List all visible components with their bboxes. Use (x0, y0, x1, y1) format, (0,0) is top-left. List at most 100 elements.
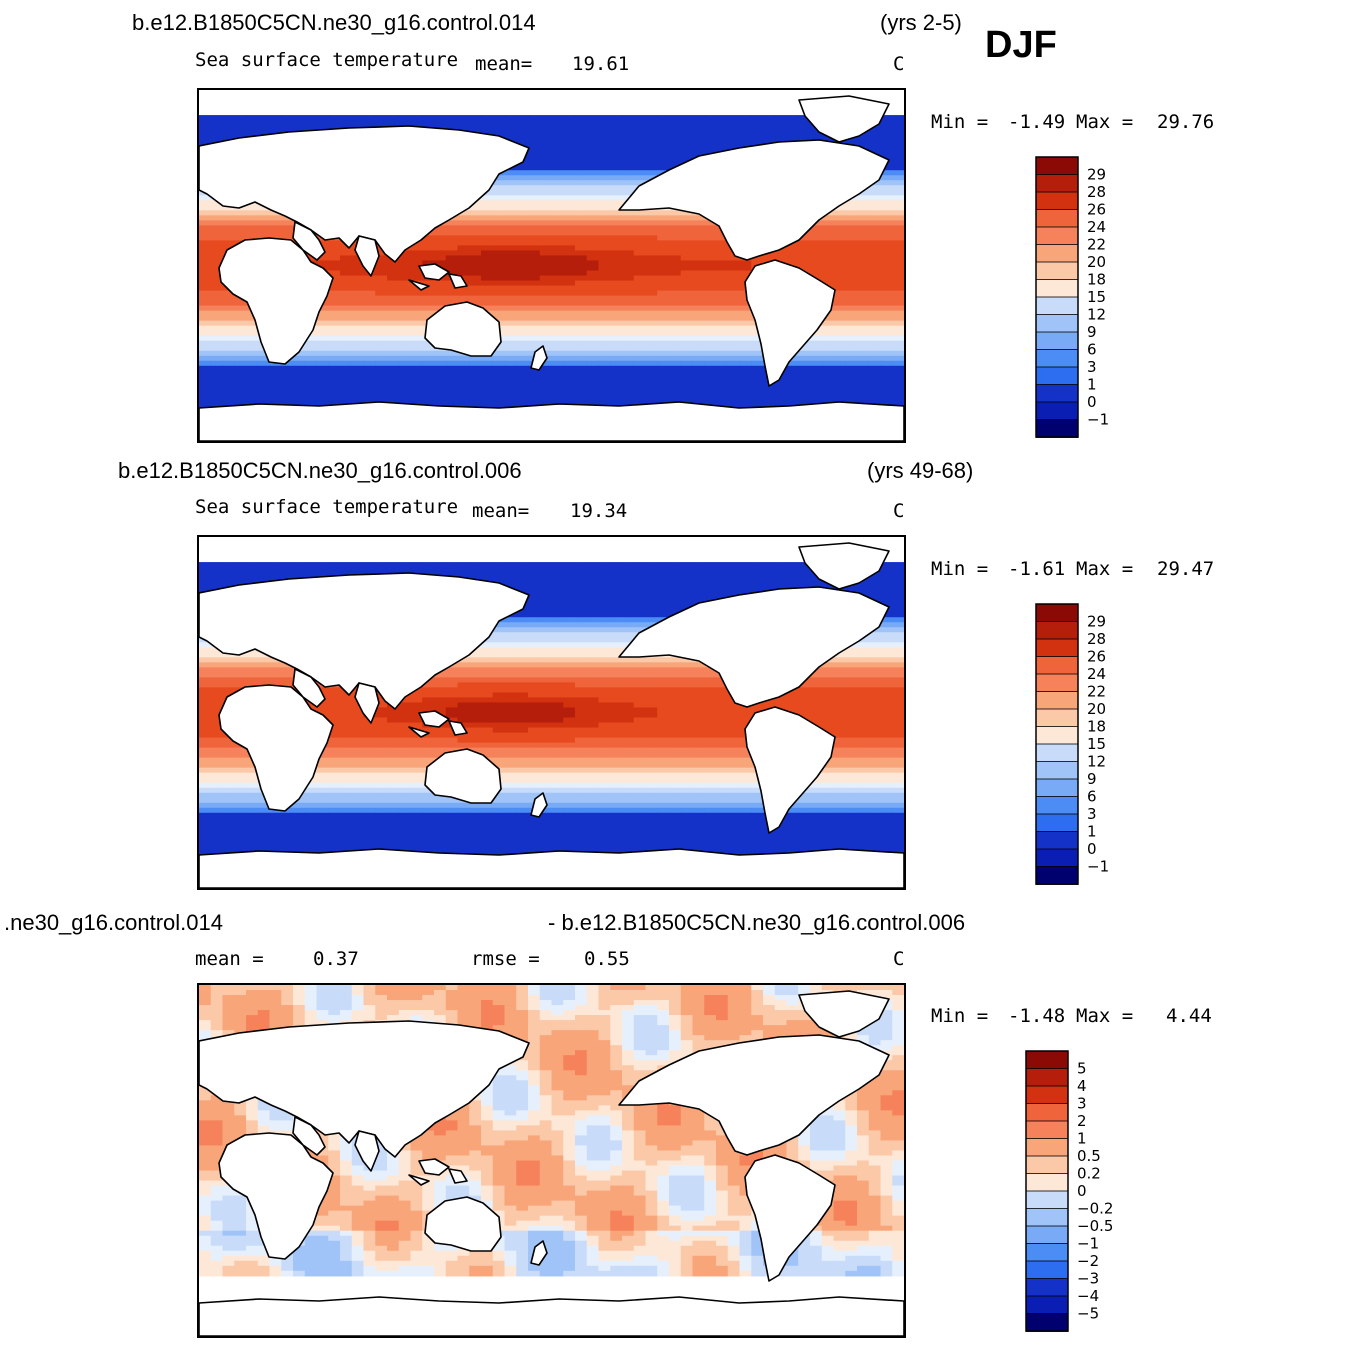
panel3-mean-value: 0.37 (313, 948, 359, 970)
panel1-mean-value: 19.61 (572, 53, 630, 75)
colorbar-tick-label: −1 (1087, 411, 1109, 429)
colorbar-tick-label: 3 (1077, 1095, 1087, 1113)
colorbar-tick-label: −1 (1087, 858, 1109, 876)
colorbar-swatch (1035, 761, 1079, 780)
colorbar-swatch (1035, 708, 1079, 728)
continent-outlines (199, 95, 904, 441)
panel1-colorbar: 29 28 26 24 22 20 18 15 12 9 6 3 1 0 −1 (1035, 156, 1145, 439)
colorbar-tick-label: 20 (1087, 700, 1106, 718)
colorbar-tick-label: 12 (1087, 753, 1106, 771)
panel2-map (197, 535, 906, 890)
panel2-min-label: Min = (931, 558, 989, 580)
panel1-units: C (893, 53, 905, 75)
colorbar-swatch (1035, 209, 1079, 228)
colorbar-tick-label: 1 (1077, 1130, 1087, 1148)
colorbar-tick-label: 22 (1087, 683, 1106, 701)
colorbar-tick-label: 24 (1087, 218, 1106, 236)
colorbar-swatch (1035, 778, 1079, 798)
colorbar-swatch (1035, 296, 1079, 316)
colorbar-tick-label: 1 (1087, 823, 1097, 841)
colorbar-swatch (1025, 1085, 1069, 1105)
colorbar-tick-label: 20 (1087, 253, 1106, 271)
panel1-years: (yrs 2-5) (880, 10, 962, 35)
colorbar-swatch (1035, 419, 1079, 438)
colorbar-tick-label: 12 (1087, 306, 1106, 324)
panel3-max-label: Max = (1076, 1005, 1134, 1027)
colorbar-swatch (1035, 244, 1079, 263)
colorbar-tick-label: 15 (1087, 288, 1106, 306)
panel1-variable: Sea surface temperature (195, 49, 459, 71)
panel2-mean-value: 19.34 (570, 500, 628, 522)
colorbar-swatch (1035, 366, 1079, 386)
colorbar-tick-label: 28 (1087, 183, 1106, 201)
panel2-units: C (893, 500, 905, 522)
colorbar-swatch (1035, 656, 1079, 675)
colorbar-tick-label: 15 (1087, 735, 1106, 753)
colorbar-tick-label: 0 (1077, 1182, 1087, 1200)
colorbar-tick-label: 24 (1087, 665, 1106, 683)
colorbar-swatch (1025, 1208, 1069, 1227)
colorbar-tick-label: 0 (1087, 840, 1097, 858)
colorbar-tick-label: 1 (1087, 376, 1097, 394)
colorbar-tick-label: 29 (1087, 613, 1106, 631)
colorbar-swatch (1025, 1155, 1069, 1175)
colorbar-tick-label: −3 (1077, 1270, 1099, 1288)
colorbar-tick-label: −1 (1077, 1235, 1099, 1253)
panel1-max-value: 29.76 (1157, 111, 1215, 133)
colorbar-tick-label: −5 (1077, 1305, 1099, 1323)
colorbar-tick-label: 5 (1077, 1060, 1087, 1078)
colorbar-swatch (1035, 848, 1079, 868)
panel2-case-title: b.e12.B1850C5CN.ne30_g16.control.006 (118, 458, 522, 483)
colorbar-swatch (1035, 349, 1079, 368)
colorbar-swatch (1025, 1295, 1069, 1315)
colorbar-tick-label: 18 (1087, 271, 1106, 289)
colorbar-tick-label: 26 (1087, 648, 1106, 666)
colorbar-swatch (1035, 621, 1079, 640)
colorbar-tick-label: −0.5 (1077, 1217, 1113, 1235)
panel1-min-value: -1.49 (1008, 111, 1066, 133)
colorbar-swatch (1025, 1243, 1069, 1262)
colorbar-tick-label: 18 (1087, 718, 1106, 736)
panel2-colorbar: 29 28 26 24 22 20 18 15 12 9 6 3 1 0 −1 (1035, 603, 1145, 886)
colorbar-tick-label: 28 (1087, 630, 1106, 648)
panel1-map (197, 88, 906, 443)
panel2-min-value: -1.61 (1008, 558, 1066, 580)
panel3-min-label: Min = (931, 1005, 989, 1027)
colorbar-swatch (1025, 1068, 1069, 1087)
panel1-min-label: Min = (931, 111, 989, 133)
colorbar-tick-label: 4 (1077, 1077, 1087, 1095)
colorbar-tick-label: 0 (1087, 393, 1097, 411)
colorbar-swatch (1035, 384, 1079, 403)
colorbar-tick-label: 6 (1087, 341, 1097, 359)
panel3-colorbar: 5 4 3 2 1 0.5 0.2 0 −0.2 −0.5 −1 −2 −3 −4 −5 (1025, 1050, 1145, 1333)
panel3-rmse-value: 0.55 (584, 948, 630, 970)
colorbar-tick-label: 2 (1077, 1112, 1087, 1130)
panel2-max-value: 29.47 (1157, 558, 1215, 580)
colorbar-swatch (1025, 1278, 1069, 1297)
colorbar-tick-label: −4 (1077, 1287, 1099, 1305)
colorbar-swatch (1035, 279, 1079, 298)
colorbar-tick-label: 0.5 (1077, 1147, 1101, 1165)
colorbar-tick-label: 3 (1087, 358, 1097, 376)
colorbar-swatch (1035, 673, 1079, 693)
colorbar-swatch (1025, 1050, 1069, 1070)
colorbar-swatch (1035, 174, 1079, 193)
colorbar-swatch (1035, 603, 1079, 623)
panel2-max-label: Max = (1076, 558, 1134, 580)
colorbar-swatch (1025, 1173, 1069, 1192)
colorbar-swatch (1025, 1103, 1069, 1122)
panel1-max-label: Max = (1076, 111, 1134, 133)
colorbar-tick-label: 29 (1087, 166, 1106, 184)
panel3-mean-label: mean = (195, 948, 264, 970)
colorbar-swatch (1035, 261, 1079, 281)
colorbar-swatch (1035, 831, 1079, 850)
colorbar-tick-label: 3 (1087, 805, 1097, 823)
colorbar-swatch (1025, 1120, 1069, 1140)
colorbar-tick-label: 26 (1087, 201, 1106, 219)
continent-outlines (199, 542, 904, 888)
colorbar-swatch (1035, 314, 1079, 333)
colorbar-swatch (1035, 796, 1079, 815)
colorbar-tick-label: −2 (1077, 1252, 1099, 1270)
colorbar-swatch (1035, 726, 1079, 745)
colorbar-swatch (1035, 813, 1079, 833)
